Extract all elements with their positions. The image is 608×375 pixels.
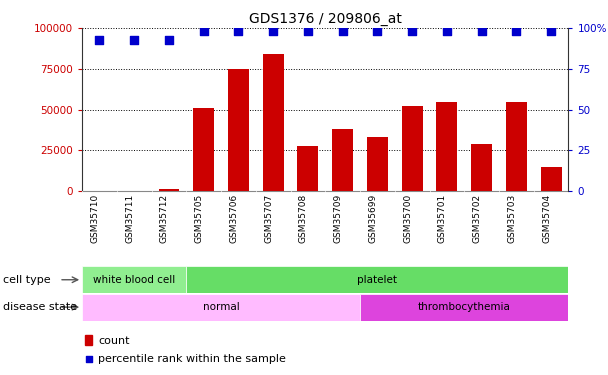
Bar <box>541 167 562 191</box>
Text: percentile rank within the sample: percentile rank within the sample <box>98 354 286 364</box>
Text: cell type: cell type <box>3 275 50 285</box>
Bar <box>82 294 360 321</box>
Point <box>199 28 209 34</box>
Text: white blood cell: white blood cell <box>93 275 175 285</box>
Text: GSM35702: GSM35702 <box>472 194 482 243</box>
Bar <box>367 137 388 191</box>
Text: GSM35701: GSM35701 <box>438 194 447 243</box>
Point <box>95 36 105 42</box>
Text: GSM35707: GSM35707 <box>264 194 273 243</box>
Point <box>511 28 521 34</box>
Bar <box>228 69 249 191</box>
Point <box>546 28 556 34</box>
Bar <box>471 144 492 191</box>
Text: GSM35699: GSM35699 <box>368 194 378 243</box>
Bar <box>360 294 568 321</box>
Text: GSM35711: GSM35711 <box>125 194 134 243</box>
Text: thrombocythemia: thrombocythemia <box>418 302 511 312</box>
Bar <box>193 108 214 191</box>
Text: GSM35700: GSM35700 <box>403 194 412 243</box>
Bar <box>437 102 457 191</box>
Text: GSM35712: GSM35712 <box>160 194 169 243</box>
Bar <box>332 129 353 191</box>
Text: GSM35704: GSM35704 <box>542 194 551 243</box>
Point <box>130 36 139 42</box>
Text: GSM35703: GSM35703 <box>507 194 516 243</box>
Text: GSM35709: GSM35709 <box>334 194 343 243</box>
Text: GSM35706: GSM35706 <box>229 194 238 243</box>
Point <box>477 28 486 34</box>
Point <box>338 28 348 34</box>
Bar <box>263 54 283 191</box>
Bar <box>506 102 527 191</box>
Text: count: count <box>98 336 130 345</box>
Bar <box>402 106 423 191</box>
Bar <box>85 334 92 345</box>
Point <box>164 36 174 42</box>
Text: disease state: disease state <box>3 302 77 312</box>
Bar <box>82 266 186 293</box>
Title: GDS1376 / 209806_at: GDS1376 / 209806_at <box>249 12 402 26</box>
Point <box>284 271 294 277</box>
Bar <box>186 266 568 293</box>
Point <box>268 28 278 34</box>
Text: GSM35710: GSM35710 <box>91 194 100 243</box>
Point <box>407 28 417 34</box>
Point <box>442 28 452 34</box>
Point <box>233 28 243 34</box>
Text: GSM35705: GSM35705 <box>195 194 204 243</box>
Text: GSM35708: GSM35708 <box>299 194 308 243</box>
Bar <box>297 146 319 191</box>
Point <box>303 28 313 34</box>
Text: normal: normal <box>202 302 240 312</box>
Bar <box>159 189 179 191</box>
Text: platelet: platelet <box>358 275 398 285</box>
Point <box>373 28 382 34</box>
